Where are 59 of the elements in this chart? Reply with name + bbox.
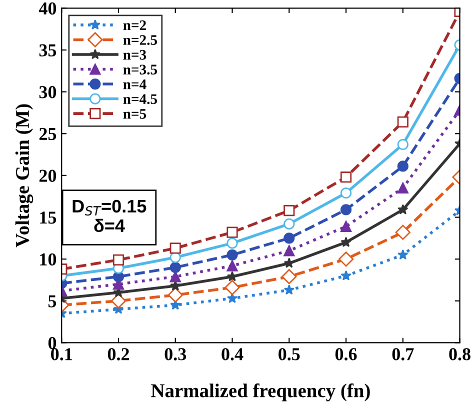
legend-label: n=4.5 [123, 94, 157, 104]
x-tick-label: 0.5 [278, 348, 300, 360]
point [397, 138, 408, 150]
point [284, 284, 294, 295]
x-tick-label: 0.3 [164, 348, 186, 360]
y-tick-label: 10 [40, 253, 56, 266]
point [340, 187, 352, 199]
y-tick-label: 20 [39, 170, 56, 182]
y-tick-label: 0 [48, 336, 56, 350]
annotation: D$_{ST}$=0.15 δ=4 [72, 200, 146, 232]
point [168, 287, 183, 303]
legend-label: n=3 [123, 50, 146, 60]
y-tick-label: 15 [40, 212, 56, 224]
y-tick-label: 25 [39, 128, 56, 140]
point [340, 270, 352, 280]
point [338, 252, 354, 267]
point [340, 204, 352, 216]
point [226, 226, 238, 238]
point [397, 160, 408, 172]
point [340, 236, 352, 247]
legend-label: n=4 [123, 80, 146, 90]
point [226, 238, 238, 249]
point [284, 258, 294, 268]
point [282, 269, 297, 284]
legend-label: n=3.5 [123, 64, 157, 75]
y-tick-label: 30 [39, 86, 56, 98]
x-tick-label: 0.6 [335, 348, 357, 360]
point [284, 218, 295, 230]
x-tick-label: 0.2 [108, 348, 130, 360]
point [397, 182, 408, 194]
point [226, 260, 238, 272]
point [395, 224, 410, 240]
y-tick-label: 5 [48, 295, 56, 308]
point [170, 262, 181, 273]
point [226, 249, 238, 260]
legend-label: n=2 [123, 20, 146, 30]
legend-label: n=5 [123, 109, 146, 119]
x-tick-label: 0.8 [449, 348, 470, 360]
y-tick-label: 40 [38, 2, 56, 15]
point [398, 249, 408, 260]
point [226, 292, 238, 304]
point [397, 116, 408, 128]
x-tick-label: 0.1 [51, 348, 72, 360]
point [224, 280, 240, 296]
point [170, 242, 181, 254]
point [284, 205, 295, 216]
y-axis-title: Voltage Gain (M) [15, 104, 34, 248]
point [398, 204, 408, 214]
y-tick-label: 35 [39, 44, 56, 56]
point [340, 172, 352, 183]
x-tick-label: 0.4 [222, 348, 244, 360]
point [112, 254, 124, 266]
point [284, 245, 295, 256]
x-axis-title: Narmalized frequency (fn) [151, 383, 370, 402]
x-tick-label: 0.7 [392, 348, 414, 360]
point [170, 271, 181, 282]
point [284, 232, 295, 244]
legend-label: n=2.5 [123, 35, 157, 46]
point [340, 220, 352, 232]
